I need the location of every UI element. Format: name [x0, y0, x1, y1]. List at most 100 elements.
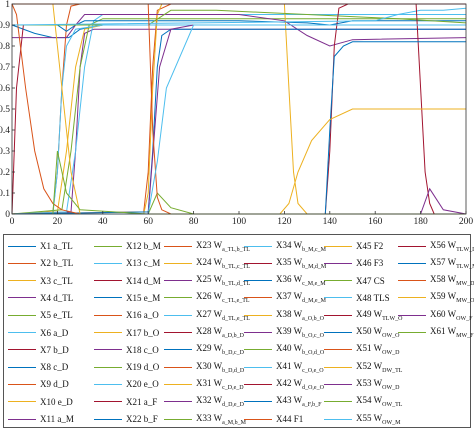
legend-label: X9 d_D	[40, 379, 69, 390]
legend-swatch	[94, 280, 122, 282]
x-tick-label: 180	[413, 217, 428, 227]
y-tick-label: 0.8	[0, 42, 10, 52]
legend-swatch	[164, 418, 192, 420]
series-line-6	[11, 14, 466, 215]
legend-label: X49 WTLW_O	[356, 308, 403, 322]
legend-label: X57 WTLW_M	[430, 256, 474, 270]
legend-label: X30 Wb_D,d_D	[196, 360, 245, 374]
legend-label: X8 c_D	[40, 362, 69, 373]
legend-label: X27 Wd_TL,e_TL	[196, 308, 250, 322]
series-line-15	[11, 28, 466, 215]
legend-item: X3 c_TL	[8, 272, 73, 290]
legend-swatch	[164, 383, 192, 385]
legend-swatch	[8, 418, 36, 420]
series-line-27	[12, 24, 466, 215]
legend-swatch	[8, 314, 36, 316]
legend-swatch	[324, 383, 352, 385]
series-line-18	[12, 24, 466, 215]
y-tick-label: 0.4	[0, 126, 10, 136]
legend-swatch	[324, 418, 352, 420]
y-tick-label: 0.7	[0, 63, 10, 73]
legend-swatch	[324, 262, 352, 264]
legend-item: X19 d_O	[94, 358, 159, 376]
legend-item: X33 Wa_M,b_M	[164, 410, 246, 428]
series-line-20	[11, 7, 467, 26]
legend-item: X11 a_M	[8, 410, 74, 428]
legend-item: X22 b_F	[94, 410, 158, 428]
legend-item: X16 a_O	[94, 306, 159, 324]
legend-label: X38 Wa_O,b_O	[276, 308, 324, 322]
legend-swatch	[244, 383, 272, 385]
y-tick-label: 0.9	[0, 21, 10, 31]
legend-label: X12 b_M	[126, 241, 161, 251]
legend-swatch	[244, 401, 272, 403]
legend-item: X7 b_D	[8, 341, 69, 359]
legend-item: X21 a_F	[94, 393, 157, 411]
legend-label: X58 WMW_D	[430, 274, 474, 287]
legend-label: X4 d_TL	[40, 292, 74, 303]
legend-item: X59 WMW_O	[398, 289, 474, 307]
legend-label: X11 a_M	[40, 414, 74, 424]
legend-item: X40 Wb_O,d_O	[244, 341, 324, 359]
y-tick-label: 0.6	[0, 84, 10, 94]
legend-swatch	[8, 349, 36, 351]
legend-swatch	[164, 332, 192, 333]
legend-label: X31 Wc_D,e_D	[196, 377, 244, 391]
legend-swatch	[244, 297, 272, 299]
series-line-3	[11, 24, 466, 215]
x-tick-label: 60	[143, 217, 153, 227]
legend-item: X25 Wb_TL,d_TL	[164, 272, 250, 290]
legend-label: X5 e_TL	[40, 310, 73, 321]
legend-swatch	[398, 262, 426, 264]
legend-swatch	[244, 280, 272, 282]
legend-item: X58 WMW_D	[398, 272, 474, 290]
x-tick-label: 100	[232, 217, 247, 227]
legend-item: X56 WTLW_D	[398, 237, 474, 255]
legend-label: X53 WOW_D	[356, 377, 400, 391]
legend-swatch	[94, 297, 122, 299]
legend-label: X13 c_M	[126, 258, 161, 269]
legend-label: X46 F3	[356, 258, 384, 269]
legend-swatch	[164, 245, 192, 247]
legend-item: X43 Wa_F,b_F	[244, 393, 321, 411]
legend-item: X38 Wa_O,b_O	[244, 306, 324, 324]
legend-label: X7 b_D	[40, 344, 69, 355]
legend-item: X23 Wa_TL,b_TL	[164, 237, 250, 255]
legend-label: X18 c_O	[126, 344, 159, 355]
legend-label: X43 Wa_F,b_F	[276, 395, 322, 409]
legend-label: X33 Wa_M,b_M	[196, 412, 246, 426]
y-tick-label: 0.5	[0, 105, 10, 115]
legend-swatch	[94, 401, 122, 403]
legend-swatch	[8, 401, 36, 403]
legend-label: X37 Wd_M,e_M	[276, 291, 326, 305]
legend-label: X39 Wb_O,c_O	[276, 326, 324, 339]
legend-label: X42 Wd_O,e_O	[276, 377, 324, 391]
legend-swatch	[164, 314, 192, 316]
legend-label: X26 Wc_TL,e_TL	[196, 291, 250, 305]
legend-item: X60 WOW_F	[398, 306, 472, 324]
legend-swatch	[244, 262, 272, 264]
legend-label: X15 e_M	[126, 292, 161, 303]
legend-item: X37 Wd_M,e_M	[244, 289, 326, 307]
legend-label: X61 WMW_F	[430, 326, 474, 339]
legend-item: X27 Wd_TL,e_TL	[164, 306, 250, 324]
legend-swatch	[94, 314, 122, 316]
legend-swatch	[94, 383, 122, 385]
legend-swatch	[244, 245, 272, 247]
legend-item: X12 b_M	[94, 237, 161, 255]
legend-swatch	[244, 366, 272, 368]
legend-item: X51 WOW_D	[324, 341, 399, 359]
legend-item: X46 F3	[324, 254, 383, 272]
legend-label: X54 WOW_TL	[356, 395, 403, 409]
legend-swatch	[324, 314, 352, 316]
y-tick-label: 0	[5, 210, 10, 220]
legend-item: X35 Wb_M,d_M	[244, 254, 326, 272]
legend-swatch	[164, 262, 192, 264]
legend-label: X41 Wc_O,e_O	[276, 360, 324, 374]
legend-swatch	[8, 332, 36, 333]
legend-label: X24 Wb_TL,c_TL	[196, 256, 250, 270]
legend-label: X1 a_TL	[40, 241, 73, 251]
legend-label: X52 WDW_TL	[356, 360, 403, 374]
x-tick-label: 120	[277, 217, 292, 227]
series-line-7	[11, 24, 466, 215]
